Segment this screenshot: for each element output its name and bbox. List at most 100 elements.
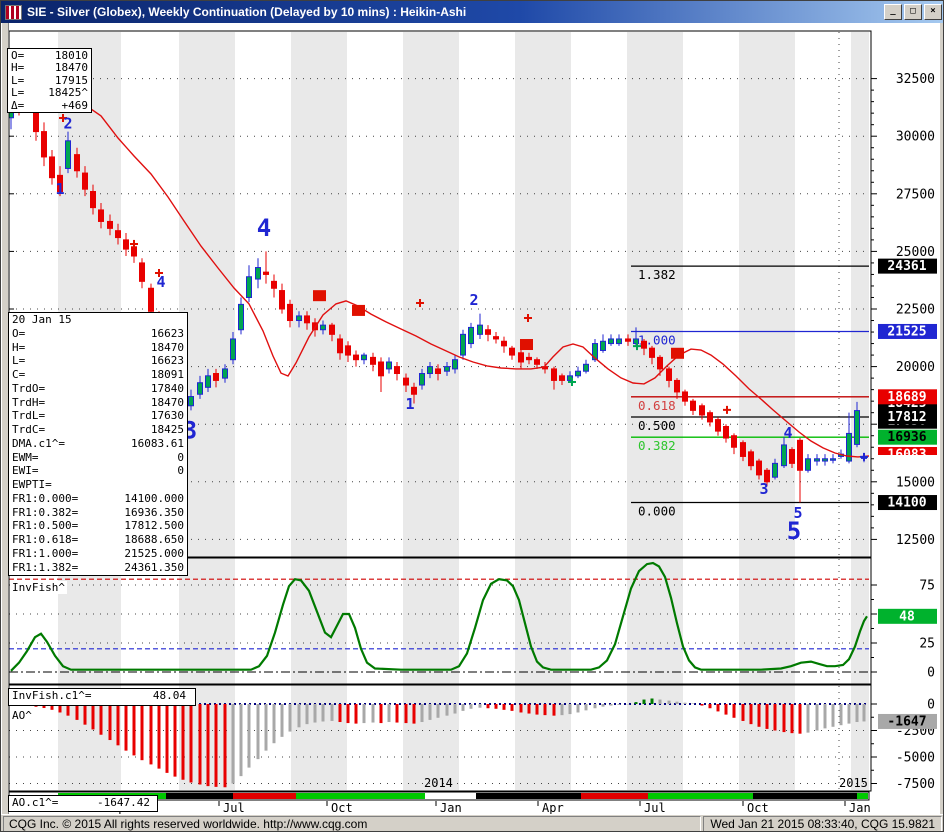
candle-body: [123, 239, 129, 250]
candle-body: [394, 366, 400, 375]
box-row: DMA.c1^= 16083.61: [12, 436, 184, 450]
title-bar[interactable]: SIE - Silver (Globex), Weekly Continuati…: [1, 1, 943, 23]
candle-body: [222, 368, 228, 379]
invfish-value-label: InvFish.c1^=: [12, 689, 92, 702]
candle-body: [575, 370, 581, 377]
candle-body: [74, 154, 80, 172]
price-badge: [878, 446, 937, 455]
month-label: Jan: [440, 801, 462, 814]
candle-body: [748, 451, 754, 467]
window-title: SIE - Silver (Globex), Weekly Continuati…: [27, 5, 467, 19]
candle-body: [723, 426, 729, 439]
month-label: Apr: [542, 801, 564, 814]
wave-label: 4: [783, 424, 792, 442]
box-row: O= 18010: [11, 49, 88, 62]
candle-body: [304, 315, 310, 324]
box-row: FR1:0.382= 16936.350: [12, 505, 184, 519]
date-strip-segment: [425, 793, 476, 799]
candle-body: [255, 267, 261, 280]
wave-label: 2: [63, 115, 72, 133]
candle-body: [107, 220, 113, 229]
pivot-cross-marker: [723, 405, 731, 414]
app-icon: [5, 4, 22, 20]
minimize-button[interactable]: _: [884, 4, 902, 20]
candle-body: [205, 375, 211, 388]
cursor-data-box: 20 Jan 15 O= 16623 H= 18470 L= 16623 C= 18091 Trd…: [8, 312, 188, 576]
candle-body: [460, 333, 466, 356]
candle-body: [559, 375, 565, 381]
ao-panel: 2014 2015: [9, 698, 869, 790]
candle-body: [246, 276, 252, 298]
candle-body: [731, 435, 737, 448]
candle-body: [682, 391, 688, 402]
box-row: TrdL= 17630: [12, 409, 184, 423]
candle-body: [600, 340, 606, 351]
ao-value-box: AO.c1^= -1647.42: [8, 795, 158, 812]
candle-body: [139, 262, 145, 282]
price-tick-label: 27500: [896, 187, 935, 202]
candle-body: [493, 336, 499, 340]
box-row: TrdO= 17840: [12, 381, 184, 395]
ao-value: -1647.42: [97, 796, 150, 809]
ao-axis: 0-2500-5000-7500-1647: [871, 698, 937, 792]
window-right-frame: [939, 23, 943, 814]
candle-body: [789, 449, 795, 464]
pivot-cross-marker: [633, 342, 641, 351]
price-badge-text: 21525: [887, 324, 926, 339]
price-badge-text: 16083: [887, 447, 926, 462]
price-badge: [878, 389, 937, 405]
ao-value-label: AO.c1^=: [12, 796, 59, 809]
candle-body: [427, 366, 433, 375]
box-row: FR1:0.500= 17812.500: [12, 519, 184, 533]
pivot-cross-marker: [524, 313, 532, 322]
candle-body: [715, 419, 721, 432]
invfish-axis: 0 25 75 48: [871, 579, 937, 681]
dma-line: [33, 92, 870, 458]
box-row: Δ= +469: [11, 98, 88, 112]
pivot-cross-marker: [860, 452, 868, 461]
chart-svg[interactable]: 1.3821.0000.6180.5000.3820.0001245341234…: [1, 23, 944, 815]
candle-body: [435, 368, 441, 375]
price-axis: 32500 30000 27500 25000 22500 20000 15000 12500…: [9, 72, 937, 548]
maximize-button[interactable]: □: [904, 4, 922, 20]
candle-body: [690, 400, 696, 411]
candle-body: [49, 156, 55, 179]
window-controls: _ □ ×: [884, 4, 942, 20]
panel-borders: [8, 30, 872, 792]
price-tick-label: 22500: [896, 303, 935, 318]
candle-body: [345, 345, 351, 356]
close-button[interactable]: ×: [924, 4, 942, 20]
candle-body: [764, 469, 770, 483]
month-label: Jul: [223, 801, 245, 814]
candle-body: [444, 366, 450, 372]
candle-body: [756, 460, 762, 476]
candle-body: [65, 140, 71, 169]
box-row: EWI= 0: [12, 464, 184, 478]
candle-body: [115, 230, 121, 239]
candle-body: [740, 442, 746, 457]
fibonacci-lines: 1.382 1.000 0.618 0.500 0.382 0.000: [631, 265, 869, 519]
wave-label: 4: [257, 214, 271, 242]
candle-body: [320, 324, 326, 331]
month-label: Oct: [331, 801, 353, 814]
candle-body: [263, 271, 269, 275]
date-strip-segment: [296, 793, 425, 799]
candle-body: [468, 326, 474, 345]
candle-body: [846, 432, 852, 462]
candle-body: [657, 356, 663, 370]
candle-body: [452, 359, 458, 370]
price-tick-label: 30000: [896, 130, 935, 145]
svg-text:0.382: 0.382: [638, 438, 676, 453]
invfish-panel: [9, 561, 869, 673]
pivot-cross-marker: [568, 378, 576, 387]
invfish-tick-label: 75: [919, 579, 935, 594]
wave-label: 1: [55, 180, 64, 198]
pivot-cross-marker: [130, 240, 138, 249]
box-row: FR1:0.618= 18688.650: [12, 533, 184, 546]
candle-body: [419, 373, 425, 386]
status-bar: CQG Inc. © 2015 All rights reserved worl…: [1, 814, 943, 831]
chart-area[interactable]: 1.3821.0000.6180.5000.3820.0001245341234…: [1, 23, 944, 815]
box-row: L= 17915: [11, 73, 88, 87]
candle-body: [230, 338, 236, 361]
